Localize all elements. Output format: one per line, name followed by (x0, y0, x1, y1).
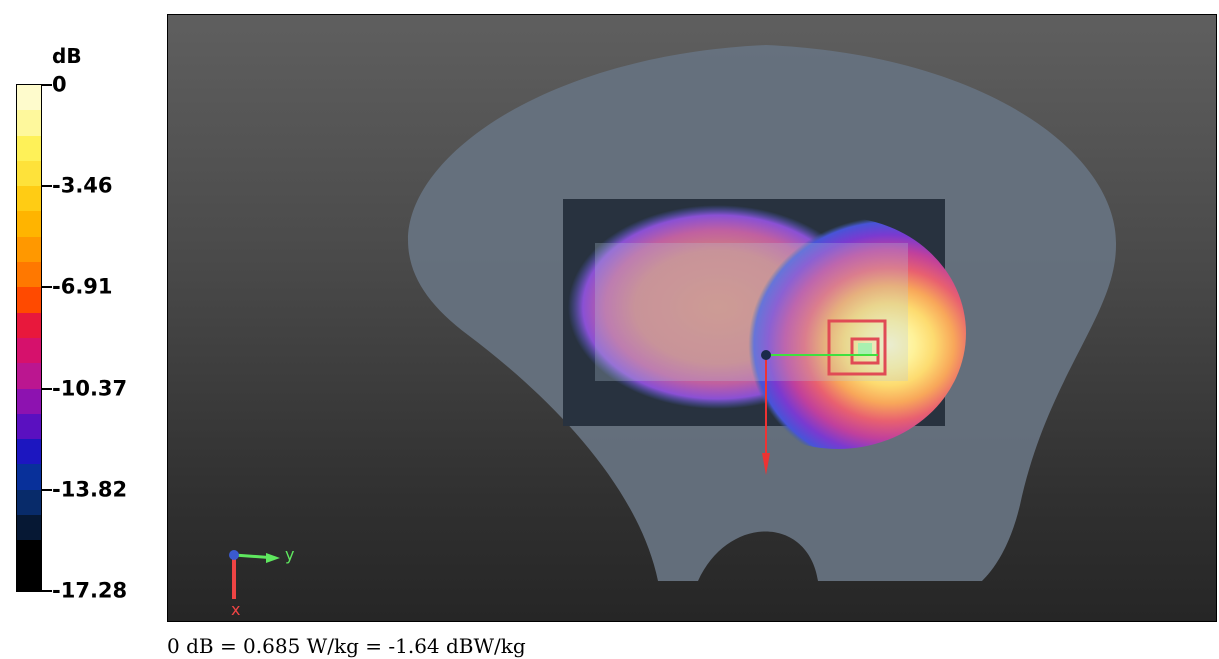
peak-box-outer (827, 319, 887, 376)
colorbar-tick (42, 488, 52, 491)
colorbar-tick-label: -3.46 (52, 173, 113, 198)
colorbar-tick (42, 84, 52, 86)
reference-level-note: 0 dB = 0.685 W/kg = -1.64 dBW/kg (167, 634, 526, 658)
gizmo-x-label: x (231, 600, 240, 619)
gizmo-y-label: y (285, 545, 294, 564)
colorbar-band (17, 312, 41, 338)
colorbar-band (17, 135, 41, 161)
colorbar (16, 84, 42, 592)
sar-scene: y x (229, 45, 1117, 619)
colorbar-tick-label: 0 (52, 72, 67, 97)
colorbar-band (17, 363, 41, 389)
colorbar-band (17, 388, 41, 414)
colorbar-tick (42, 185, 52, 188)
peak-core (858, 343, 872, 355)
colorbar-band (17, 439, 41, 465)
colorbar-band (17, 262, 41, 288)
colorbar-tick-label: -10.37 (52, 376, 128, 401)
colorbar-band (17, 413, 41, 440)
colorbar-tick-label: -13.82 (52, 477, 128, 502)
colorbar-tick (42, 387, 52, 390)
colorbar-band (17, 236, 41, 263)
gizmo-y-arrowhead (266, 553, 280, 563)
colorbar-band (17, 489, 41, 516)
peak-box-inner (850, 337, 880, 365)
colorbar-band (17, 160, 41, 187)
colorbar-band (17, 211, 41, 237)
colorbar-tick (42, 590, 52, 592)
colorbar-band (17, 110, 41, 136)
colorbar-band (17, 464, 41, 490)
sar-lobe-right (710, 217, 966, 449)
colorbar-band (17, 565, 41, 591)
sar-3d-viewport[interactable]: y x (167, 14, 1217, 622)
colorbar-band (17, 540, 41, 566)
origin-marker (761, 350, 771, 360)
colorbar-band (17, 515, 41, 541)
colorbar-band (17, 337, 41, 364)
gizmo-origin (229, 550, 239, 560)
colorbar-tick (42, 286, 52, 289)
x-arrow-head (762, 453, 770, 475)
colorbar-tick-label: -6.91 (52, 274, 113, 299)
zoom-scan-overlay (595, 243, 908, 381)
colorbar-band (17, 287, 41, 313)
colorbar-band (17, 186, 41, 212)
colorbar-unit-label: dB (52, 44, 82, 68)
colorbar-band (17, 85, 41, 111)
colorbar-tick-label: -17.28 (52, 578, 128, 603)
